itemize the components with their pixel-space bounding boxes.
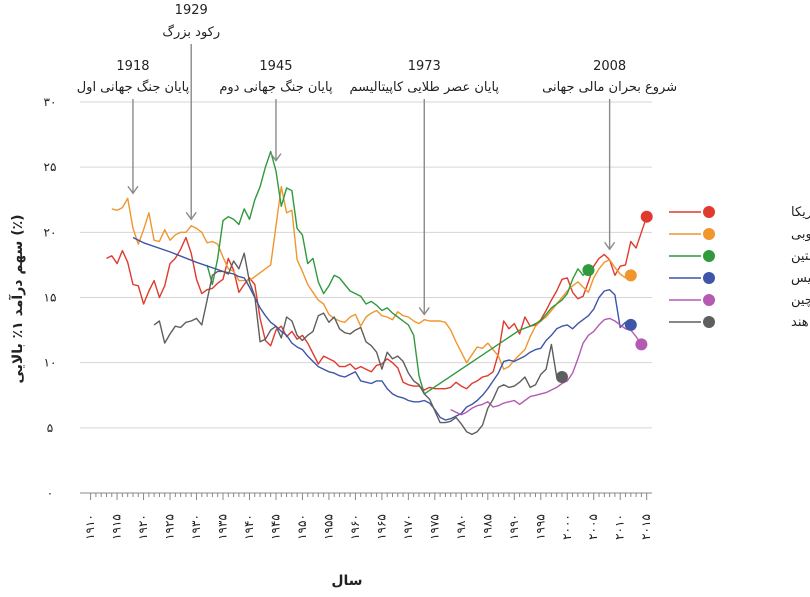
x-tick-label: ۱۹۳۰	[189, 514, 203, 540]
annotation-year: 2008	[593, 59, 626, 74]
y-tick-label: ۲۵	[44, 160, 57, 174]
series-end-marker-0	[640, 210, 653, 223]
annotation-text: شروع بحران مالی جهانی	[542, 80, 677, 95]
series-line-3	[132, 236, 632, 421]
legend-swatch-dot	[703, 294, 715, 306]
series-end-marker-5	[555, 371, 568, 384]
series-end-marker-2	[582, 264, 595, 277]
annotation-arrow-head	[604, 241, 616, 251]
annotation-4: 2008 شروع بحران مالی جهانی	[542, 59, 677, 251]
annotation-2: 1945 پایان جنگ جهانی دوم	[219, 59, 333, 162]
y-tick-label: ۵	[47, 421, 53, 435]
x-tick-label: ۱۹۴۰	[242, 514, 256, 540]
legend: آمریکا آفریقای جنوبی آرژانتین انگلیس چین هند	[669, 203, 810, 330]
legend-swatch-dot	[703, 316, 715, 328]
series-line-5	[153, 252, 562, 436]
x-tick-label: ۱۹۹۰	[507, 514, 521, 540]
series-line-2	[206, 150, 589, 395]
x-tick-label: ۱۹۸۰	[454, 514, 468, 540]
legend-item-4: چین	[669, 293, 810, 308]
annotation-arrow-head	[185, 211, 197, 221]
x-tick-label: ۱۹۷۵	[427, 514, 441, 540]
x-tick-label: ۱۹۶۰	[348, 514, 362, 540]
x-tick-label: ۲۰۰۰	[560, 514, 574, 540]
x-tick-label: ۲۰۱۵	[639, 514, 653, 540]
annotations: 1918 پایان جنگ جهانی اول 1929 رکود بزرگ 1945…	[77, 3, 677, 316]
legend-item-5: هند	[669, 315, 809, 330]
legend-label: آفریقای جنوبی	[791, 225, 810, 242]
legend-item-1: آفریقای جنوبی	[669, 225, 810, 242]
series-line-4	[450, 317, 642, 416]
legend-item-3: انگلیس	[669, 270, 810, 286]
x-tick-label: ۱۹۴۵	[268, 514, 282, 540]
legend-item-2: آرژانتین	[669, 247, 810, 264]
x-tick-label: ۲۰۰۵	[586, 514, 600, 540]
y-tick-label: ۳۰	[44, 95, 57, 109]
y-axis-title: سهم درآمد ۱٪ بالایی (٪)	[8, 214, 26, 383]
series-line-0	[106, 216, 648, 391]
annotation-3: 1973 پایان عصر طلایی کاپیتالیسم	[349, 59, 499, 316]
legend-swatch-dot	[703, 272, 715, 284]
annotation-year: 1973	[408, 59, 441, 74]
annotation-year: 1929	[175, 3, 208, 18]
x-tick-label: ۱۹۱۰	[83, 514, 97, 540]
legend-label: آرژانتین	[791, 247, 810, 264]
annotation-arrow-head	[270, 153, 282, 162]
x-tick-label: ۱۹۸۵	[480, 514, 494, 540]
annotation-year: 1918	[116, 59, 149, 74]
x-tick-label: ۱۹۶۵	[374, 514, 388, 540]
series-line-1	[111, 186, 632, 370]
grid	[80, 101, 652, 429]
legend-label: چین	[791, 293, 810, 308]
legend-swatch-dot	[703, 228, 715, 240]
x-tick-label: ۲۰۱۰	[613, 514, 627, 540]
legend-label: هند	[791, 315, 809, 330]
y-tick-label: ۱۰	[44, 356, 57, 370]
series-end-marker-3	[624, 318, 637, 331]
x-axis-title: سال	[331, 573, 362, 589]
legend-label: انگلیس	[791, 270, 810, 286]
legend-swatch-dot	[703, 250, 715, 262]
x-tick-label: ۱۹۳۵	[216, 514, 230, 540]
x-tick-label: ۱۹۵۵	[321, 514, 335, 540]
legend-label: آمریکا	[791, 203, 810, 220]
annotation-text: پایان جنگ جهانی دوم	[219, 79, 333, 95]
y-tick-label: ۲۰	[44, 225, 57, 239]
end-markers	[555, 210, 653, 384]
x-axis: ۱۹۱۰ ۱۹۱۵ ۱۹۲۰ ۱۹۲۵ ۱۹۳۰ ۱۹۳۵ ۱۹۴۰ ۱۹۴۵ ۱۹۵۰ ۱۹۵۵…	[80, 492, 653, 540]
x-tick-label: ۱۹۱۵	[110, 514, 124, 540]
x-tick-label: ۱۹۲۵	[163, 514, 177, 540]
annotation-text: رکود بزرگ	[162, 23, 220, 40]
annotation-year: 1945	[259, 59, 292, 74]
series-end-marker-4	[635, 338, 648, 351]
y-tick-label: ۰	[47, 486, 53, 500]
legend-swatch-dot	[703, 206, 715, 218]
x-tick-label: ۱۹۵۰	[295, 514, 309, 540]
annotation-text: پایان عصر طلایی کاپیتالیسم	[349, 80, 499, 95]
x-tick-label: ۱۹۹۵	[533, 514, 547, 540]
annotation-arrow-head	[418, 307, 430, 316]
y-axis: ۰ ۵ ۱۰ ۱۵ ۲۰ ۲۵ ۳۰	[44, 95, 57, 500]
annotation-1: 1929 رکود بزرگ	[162, 3, 220, 221]
annotation-text: پایان جنگ جهانی اول	[77, 79, 190, 95]
annotation-0: 1918 پایان جنگ جهانی اول	[77, 59, 190, 195]
x-tick-label: ۱۹۲۰	[136, 514, 150, 540]
series-lines	[106, 150, 648, 436]
annotation-arrow-head	[127, 185, 139, 195]
x-tick-label: ۱۹۷۰	[401, 514, 415, 540]
y-tick-label: ۱۵	[44, 291, 57, 305]
series-end-marker-1	[624, 269, 637, 282]
legend-item-0: آمریکا	[669, 203, 810, 220]
